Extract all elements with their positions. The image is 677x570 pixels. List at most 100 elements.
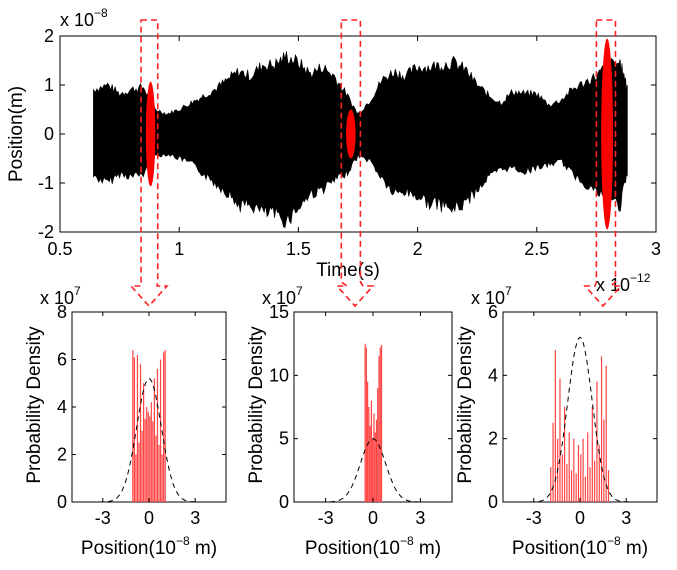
histogram-bar xyxy=(364,343,366,502)
histogram-bar xyxy=(369,426,371,502)
histogram-bar xyxy=(132,350,134,502)
histogram-bar xyxy=(152,421,154,502)
histogram-bar xyxy=(607,470,610,502)
histogram-bar xyxy=(591,407,593,502)
histogram-bar xyxy=(146,407,148,502)
y-tick-label: 15 xyxy=(269,302,289,322)
x-tick-label: -3 xyxy=(526,508,542,528)
x-tick-label: 1 xyxy=(174,239,184,259)
y-tick-label: 10 xyxy=(269,365,289,385)
histogram-bar xyxy=(367,381,369,502)
histogram-y-label: Probability Density xyxy=(455,326,476,484)
histogram-bar xyxy=(143,383,145,502)
histogram-bar xyxy=(373,413,375,502)
x-tick-label: 3 xyxy=(621,508,631,528)
histogram-bar xyxy=(149,416,151,502)
histogram-x-label: Position(10−8 m) xyxy=(81,534,217,559)
x-tick-label: 2 xyxy=(413,239,423,259)
time-series-content xyxy=(93,38,628,230)
histogram-bar xyxy=(372,438,374,502)
y-tick-label: 6 xyxy=(57,350,67,370)
histogram-bar xyxy=(594,460,596,502)
histogram-bar xyxy=(570,470,573,502)
histogram-bar xyxy=(582,438,584,502)
time-series-y-ticks: -2 -1 0 1 2 xyxy=(38,26,656,242)
histogram-y-multiplier: x 107 xyxy=(262,284,303,308)
histogram-bar xyxy=(138,442,140,502)
histogram-bar xyxy=(566,464,568,502)
histogram-y-label: Probability Density xyxy=(24,326,45,484)
histogram-bar xyxy=(589,467,591,502)
histogram-bar xyxy=(161,454,163,502)
time-series-y-multiplier: x 10−8 xyxy=(60,6,108,30)
histogram-bar xyxy=(365,347,367,502)
histogram-bar xyxy=(573,438,575,502)
histogram-panel-1: -3 0 3 0 2 4 6 8x 107 Position(10−8 m) Probabilit… xyxy=(24,284,227,559)
histogram-y-multiplier: x 107 xyxy=(471,284,512,308)
histogram-bar xyxy=(577,445,580,502)
histogram-bar xyxy=(156,369,159,502)
x-tick-label: 3 xyxy=(415,508,425,528)
histogram-bar xyxy=(564,407,566,502)
highlight-segment-2 xyxy=(346,109,356,159)
time-series-panel: 0.5 1 1.5 2 2.5 3 -2 -1 0 1 2 x 10−8 Time(s) Posi… xyxy=(6,6,661,295)
histogram-bar xyxy=(603,419,605,502)
y-tick-label: 5 xyxy=(279,429,289,449)
position-signal xyxy=(93,51,628,229)
histogram-bar xyxy=(159,359,162,502)
histogram-bar xyxy=(552,422,554,502)
histogram-bar xyxy=(377,388,379,502)
histogram-bar xyxy=(554,350,556,502)
x-tick-label: 0 xyxy=(368,508,378,528)
histogram-bar xyxy=(368,407,370,502)
histogram-bar xyxy=(587,432,589,502)
histogram-bar xyxy=(596,381,598,502)
histogram-bar xyxy=(150,402,152,502)
histogram-panel-2: -3 0 3 0 5 10 15x 107 Position(10−8 m) Probabili… xyxy=(246,284,453,559)
time-series-x-label: Time(s) xyxy=(316,260,380,281)
zoom-arrow-3 xyxy=(583,19,623,308)
y-tick-label: 0 xyxy=(488,492,498,512)
x-tick-label: 3 xyxy=(651,239,661,259)
histogram-bar xyxy=(580,454,582,502)
histogram-x-label: Position(10−8 m) xyxy=(305,534,441,559)
histogram-bar xyxy=(374,432,376,502)
highlight-segment-3 xyxy=(601,38,614,230)
histogram-bar xyxy=(144,418,146,502)
histogram-plot-box xyxy=(71,311,227,503)
y-tick-label: 2 xyxy=(488,429,498,449)
x-tick-label: -3 xyxy=(318,508,334,528)
y-tick-label: 1 xyxy=(44,75,54,95)
zoom-arrow-2 xyxy=(335,19,375,308)
histogram-panel-3: -3 0 3 0 2 4 6x 107 Position(10−8 m) Probability… xyxy=(455,284,658,559)
histogram-bar xyxy=(139,364,142,502)
histogram-y-label: Probability Density xyxy=(246,326,267,484)
histogram-bar xyxy=(147,411,149,502)
extra-multiplier: x 10−12 xyxy=(596,271,651,295)
histogram-bar xyxy=(575,473,577,502)
histogram-bar xyxy=(600,356,603,502)
x-tick-label: 0 xyxy=(575,508,585,528)
y-tick-label: 8 xyxy=(57,302,67,322)
x-tick-label: 1.5 xyxy=(286,239,311,259)
time-series-x-ticks: 0.5 1 1.5 2 2.5 3 xyxy=(47,36,661,259)
y-tick-label: 0 xyxy=(279,492,289,512)
histogram-bar xyxy=(141,430,143,502)
gaussian-fit-curve xyxy=(294,438,452,503)
y-tick-label: 6 xyxy=(488,302,498,322)
x-tick-label: 0.5 xyxy=(47,239,72,259)
histogram-bar xyxy=(155,435,157,502)
histogram-bar xyxy=(379,347,381,502)
y-tick-label: 4 xyxy=(488,365,498,385)
highlight-segment-1 xyxy=(145,81,156,187)
histogram-bar xyxy=(136,354,139,502)
y-tick-label: 0 xyxy=(57,492,67,512)
x-tick-label: -3 xyxy=(95,508,111,528)
histogram-bar xyxy=(153,378,155,502)
histogram-bar xyxy=(584,476,586,502)
gaussian-fit-curve xyxy=(72,377,226,503)
histogram-x-label: Position(10−8 m) xyxy=(512,534,648,559)
histogram-bar xyxy=(605,365,607,502)
y-tick-label: 2 xyxy=(57,445,67,465)
histogram-bar xyxy=(164,350,166,502)
